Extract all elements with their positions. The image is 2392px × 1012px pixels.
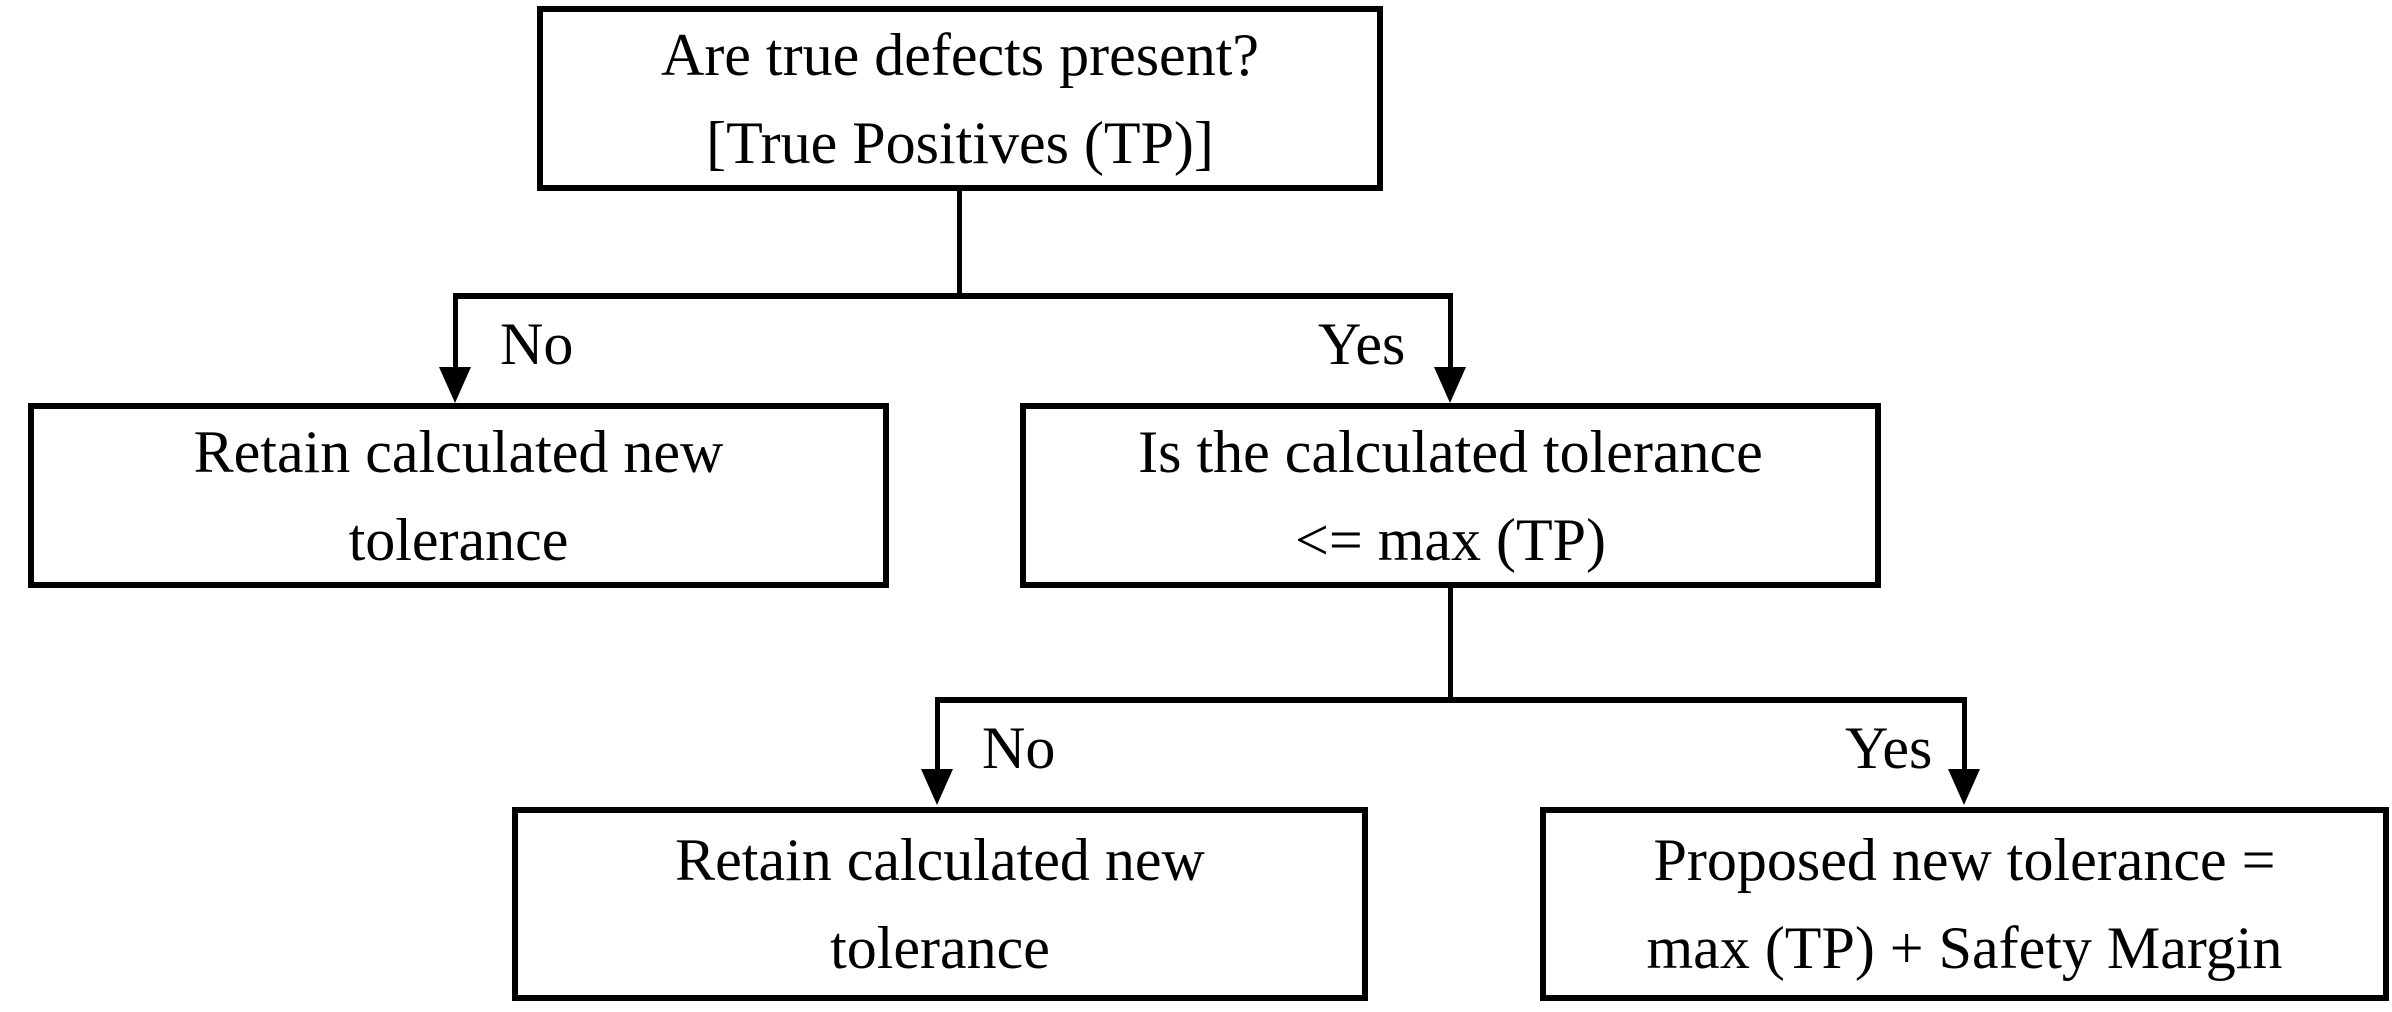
edge-label-branch1-yes: Yes — [1318, 311, 1406, 377]
node-root-line2: [True Positives (TP)] — [706, 109, 1214, 176]
edge-branch1-yes-drop — [1448, 296, 1453, 370]
edge-label-branch2-yes: Yes — [1845, 715, 1933, 781]
edge-branch1-horizontal — [453, 293, 1453, 299]
node-branch2-yes-line2: max (TP) + Safety Margin — [1646, 915, 2283, 981]
node-branch2-no-line1: Retain calculated new — [675, 827, 1205, 893]
edge-branch1-yes-stem — [1448, 588, 1453, 700]
node-branch1-yes-question: Is the calculated tolerance <= max (TP) — [1020, 403, 1881, 588]
node-branch1-yes-line1: Is the calculated tolerance — [1138, 418, 1763, 485]
arrow-down-icon — [1434, 367, 1466, 403]
edge-root-stem — [957, 191, 962, 296]
node-branch2-no-line2: tolerance — [830, 915, 1050, 981]
node-root-question: Are true defects present? [True Positive… — [537, 6, 1383, 191]
arrow-down-icon — [439, 367, 471, 403]
edge-branch2-horizontal — [935, 697, 1967, 703]
node-branch1-no-line1: Retain calculated new — [193, 418, 724, 485]
node-branch2-yes-result: Proposed new tolerance = max (TP) + Safe… — [1540, 807, 2389, 1001]
node-branch2-yes-line1: Proposed new tolerance = — [1653, 827, 2276, 893]
edge-branch2-no-drop — [935, 700, 940, 772]
node-branch1-no-line2: tolerance — [348, 506, 569, 573]
arrow-down-icon — [921, 769, 953, 805]
edge-label-branch2-no: No — [982, 715, 1056, 781]
arrow-down-icon — [1948, 769, 1980, 805]
node-branch1-yes-line2: <= max (TP) — [1295, 506, 1606, 573]
edge-label-branch1-no: No — [500, 311, 574, 377]
edge-branch1-no-drop — [453, 296, 458, 370]
edge-branch2-yes-drop — [1962, 700, 1967, 772]
node-branch2-no-result: Retain calculated new tolerance — [512, 807, 1368, 1001]
node-branch1-no-result: Retain calculated new tolerance — [28, 403, 889, 588]
node-root-line1: Are true defects present? — [660, 21, 1259, 88]
